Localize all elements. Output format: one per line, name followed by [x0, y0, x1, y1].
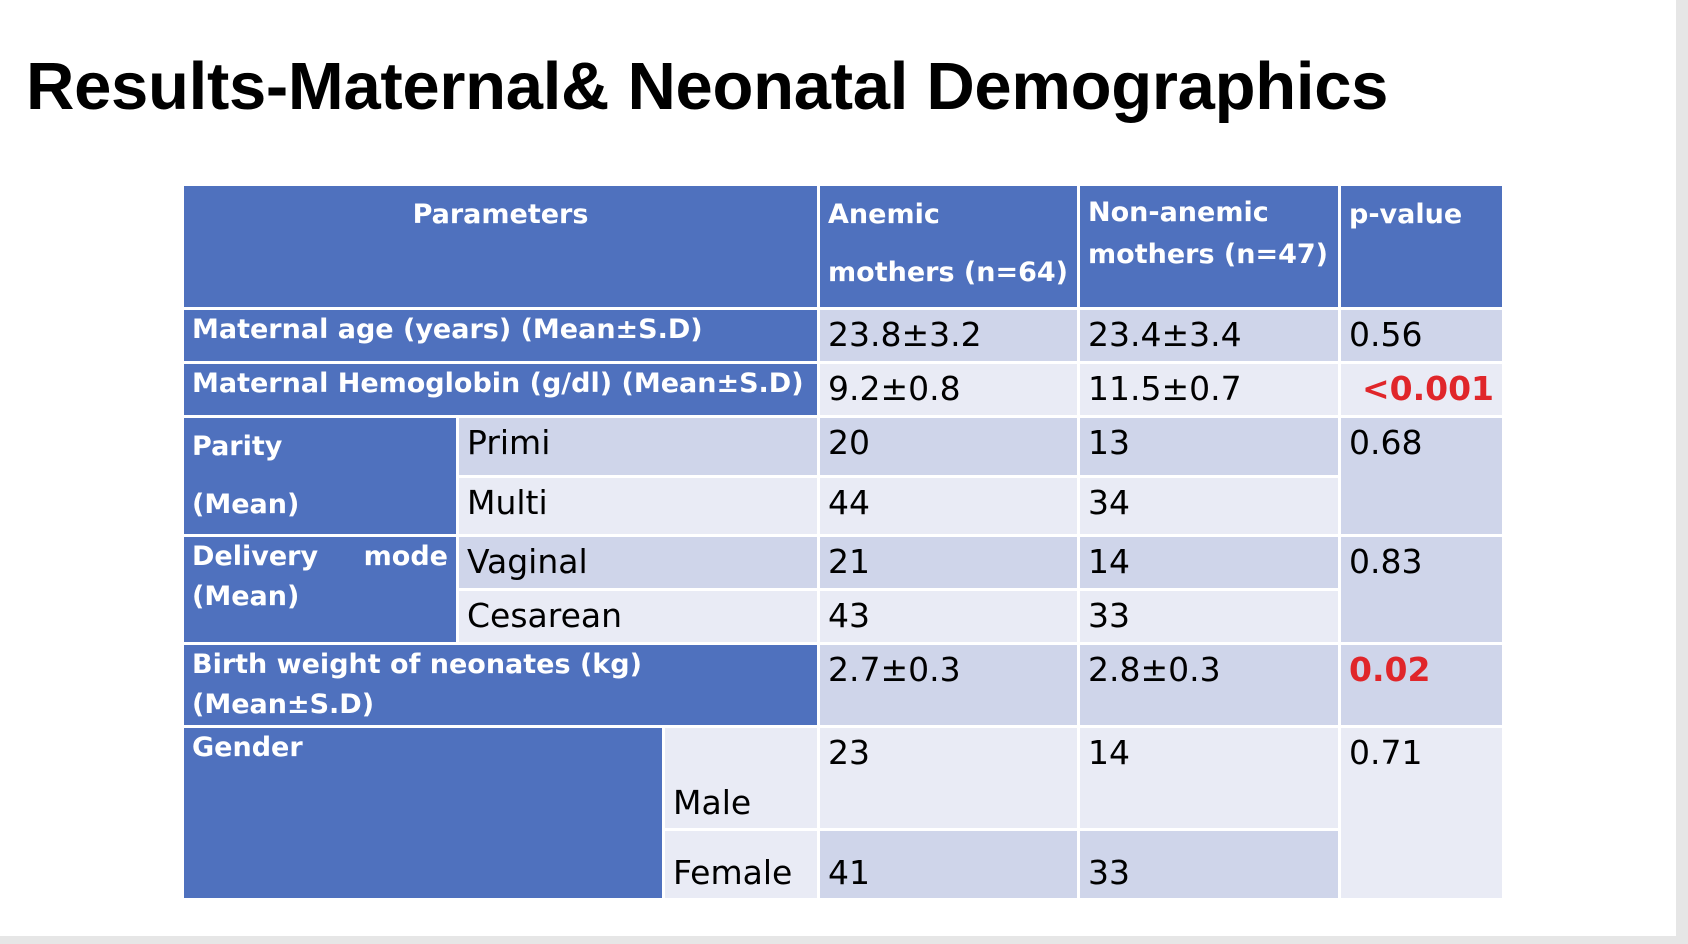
- parity-multi-anemic: 44: [817, 474, 1081, 537]
- delivery-cesarean-label: Cesarean: [455, 588, 821, 645]
- window-bottom-edge: [0, 936, 1688, 944]
- header-row: Parameters Anemic mothers (n=64) Non-ane…: [180, 183, 1506, 310]
- table-row-hemoglobin: Maternal Hemoglobin (g/dl) (Mean±S.D) 9.…: [180, 361, 1506, 418]
- birth-weight-non-anemic: 2.8±0.3: [1077, 642, 1342, 728]
- delivery-label: Delivery mode (Mean): [181, 534, 459, 645]
- hemoglobin-non-anemic: 11.5±0.7: [1077, 361, 1342, 418]
- parity-primi-non-anemic: 13: [1077, 415, 1342, 478]
- parity-label: Parity (Mean): [181, 415, 459, 537]
- gender-label: Gender: [181, 725, 665, 901]
- header-anemic: Anemic mothers (n=64): [817, 183, 1081, 310]
- hemoglobin-label: Maternal Hemoglobin (g/dl) (Mean±S.D): [180, 361, 821, 418]
- delivery-pvalue: 0.83: [1338, 534, 1506, 645]
- table-row-delivery-cesarean: Cesarean 43 33: [183, 588, 1504, 645]
- demographics-table: Parameters Anemic mothers (n=64) Non-ane…: [180, 183, 1506, 901]
- table-row-parity-multi: Multi 44 34: [183, 474, 1504, 537]
- gender-female-anemic: 41: [817, 828, 1081, 901]
- delivery-cesarean-anemic: 43: [817, 588, 1081, 645]
- birth-weight-label: Birth weight of neonates (kg) (Mean±S.D): [180, 642, 821, 728]
- table-row-gender-male: Gender Male 23 14 0.71: [181, 725, 1506, 901]
- delivery-vaginal-anemic: 21: [817, 534, 1081, 591]
- maternal-age-pvalue: 0.56: [1338, 307, 1506, 364]
- delivery-label-line1: Delivery mode: [192, 539, 448, 578]
- birth-weight-anemic: 2.7±0.3: [817, 642, 1081, 728]
- maternal-age-non-anemic: 23.4±3.4: [1077, 307, 1342, 364]
- parity-primi-label: Primi: [455, 415, 821, 478]
- table-row-maternal-age: Maternal age (years) (Mean±S.D) 23.8±3.2…: [180, 307, 1506, 364]
- birth-weight-pvalue: 0.02: [1338, 642, 1506, 728]
- table-row-gender-female: Female 41 33: [183, 828, 1504, 901]
- slide-title: Results-Maternal& Neonatal Demographics: [26, 49, 1389, 124]
- delivery-label-word2: mode: [363, 541, 448, 572]
- table-row-parity-primi: Parity (Mean) Primi 20 13 0.68: [181, 415, 1506, 537]
- window-right-edge: [1676, 0, 1688, 944]
- maternal-age-anemic: 23.8±3.2: [817, 307, 1081, 364]
- parity-pvalue: 0.68: [1338, 415, 1506, 537]
- gender-male-non-anemic: 14: [1077, 725, 1342, 831]
- gender-female-label: Female: [661, 828, 821, 901]
- gender-male-label: Male: [661, 725, 821, 831]
- delivery-vaginal-non-anemic: 14: [1077, 534, 1342, 591]
- gender-female-non-anemic: 33: [1077, 828, 1342, 901]
- parity-label-line2: (Mean): [192, 489, 300, 520]
- header-parameters: Parameters: [180, 183, 821, 310]
- parity-label-line1: Parity: [192, 431, 283, 462]
- delivery-label-word1: Delivery: [192, 541, 319, 572]
- parity-primi-anemic: 20: [817, 415, 1081, 478]
- hemoglobin-anemic: 9.2±0.8: [817, 361, 1081, 418]
- table-row-birth-weight: Birth weight of neonates (kg) (Mean±S.D)…: [180, 642, 1506, 728]
- gender-pvalue: 0.71: [1338, 725, 1506, 901]
- parity-multi-label: Multi: [455, 474, 821, 537]
- maternal-age-label: Maternal age (years) (Mean±S.D): [180, 307, 821, 364]
- delivery-label-line2: (Mean): [192, 581, 300, 612]
- gender-male-anemic: 23: [817, 725, 1081, 831]
- delivery-cesarean-non-anemic: 33: [1077, 588, 1342, 645]
- hemoglobin-pvalue: <0.001: [1338, 361, 1506, 418]
- header-pvalue: p-value: [1338, 183, 1506, 310]
- parity-multi-non-anemic: 34: [1077, 474, 1342, 537]
- delivery-vaginal-label: Vaginal: [455, 534, 821, 591]
- table-row-delivery-vaginal: Delivery mode (Mean) Vaginal 21 14 0.83: [181, 534, 1506, 645]
- header-non-anemic: Non-anemic mothers (n=47): [1077, 183, 1342, 310]
